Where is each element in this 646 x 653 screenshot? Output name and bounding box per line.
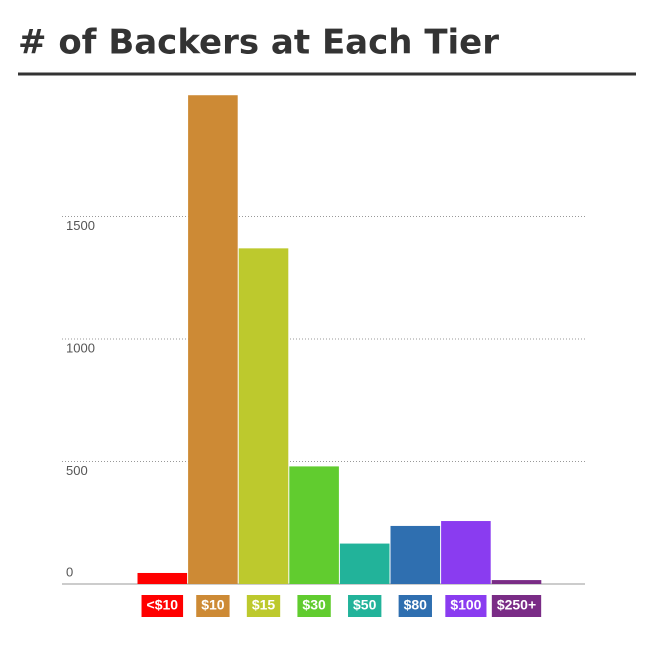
y-tick-label: 0 bbox=[66, 564, 73, 579]
x-tick-label: $80 bbox=[404, 597, 428, 613]
y-tick-label: 500 bbox=[66, 463, 88, 478]
category-badge bbox=[196, 595, 230, 617]
bar bbox=[441, 521, 491, 584]
x-tick-label: $15 bbox=[252, 597, 276, 613]
bar bbox=[188, 95, 238, 584]
category-badge bbox=[398, 595, 432, 617]
bar bbox=[491, 580, 542, 584]
category-badge bbox=[445, 595, 487, 617]
bar bbox=[339, 543, 390, 584]
bar bbox=[289, 466, 339, 584]
y-tick-label: 1000 bbox=[66, 340, 95, 355]
x-tick-label: $250+ bbox=[497, 597, 536, 613]
bar bbox=[137, 572, 188, 584]
category-badge bbox=[348, 595, 382, 617]
x-tick-label: $10 bbox=[201, 597, 225, 613]
x-tick-label: <$10 bbox=[147, 597, 179, 613]
bar bbox=[390, 525, 441, 584]
category-badge bbox=[246, 595, 281, 617]
category-badge bbox=[141, 595, 184, 617]
bar bbox=[238, 248, 289, 584]
x-tick-label: $30 bbox=[302, 597, 326, 613]
category-badge bbox=[297, 595, 331, 617]
category-badge bbox=[491, 595, 542, 617]
x-tick-label: $50 bbox=[353, 597, 377, 613]
chart-title: # of Backers at Each Tier bbox=[18, 23, 499, 63]
x-tick-label: $100 bbox=[450, 597, 481, 613]
y-tick-label: 1500 bbox=[66, 218, 95, 233]
